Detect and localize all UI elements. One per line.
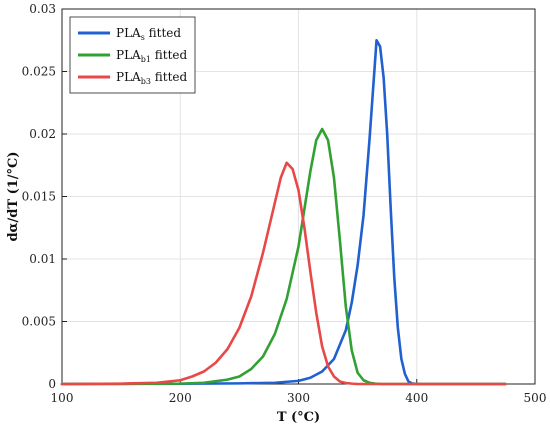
axis-ticks: 100 200 300 400 500 0 0.005 0.01 0.015 0.02 0.025 0… [22, 2, 547, 405]
x-tick-label: 500 [524, 391, 547, 405]
x-tick-label: 300 [287, 391, 310, 405]
x-axis-title: T (°C) [277, 410, 320, 425]
y-axis-title: dα/dT (1/°C) [6, 151, 21, 241]
x-tick-label: 400 [405, 391, 428, 405]
y-tick-label: 0.025 [22, 65, 56, 79]
series-lines [60, 38, 507, 386]
legend-label: PLAb3 fitted [116, 70, 188, 86]
y-tick-label: 0.015 [22, 190, 56, 204]
x-tick-label: 100 [51, 391, 74, 405]
legend-label: PLAs fitted [116, 26, 181, 42]
legend: PLAs fitted PLAb1 fitted PLAb3 fitted [69, 16, 196, 94]
x-tick-label: 200 [169, 391, 192, 405]
series-line-3 [60, 161, 507, 386]
y-tick-label: 0.03 [29, 2, 56, 16]
legend-label: PLAb1 fitted [116, 48, 188, 64]
y-tick-label: 0.02 [29, 127, 56, 141]
y-tick-label: 0.005 [22, 315, 56, 329]
y-tick-label: 0.01 [29, 252, 56, 266]
y-tick-label: 0 [48, 377, 56, 391]
series-line-1 [60, 38, 507, 386]
